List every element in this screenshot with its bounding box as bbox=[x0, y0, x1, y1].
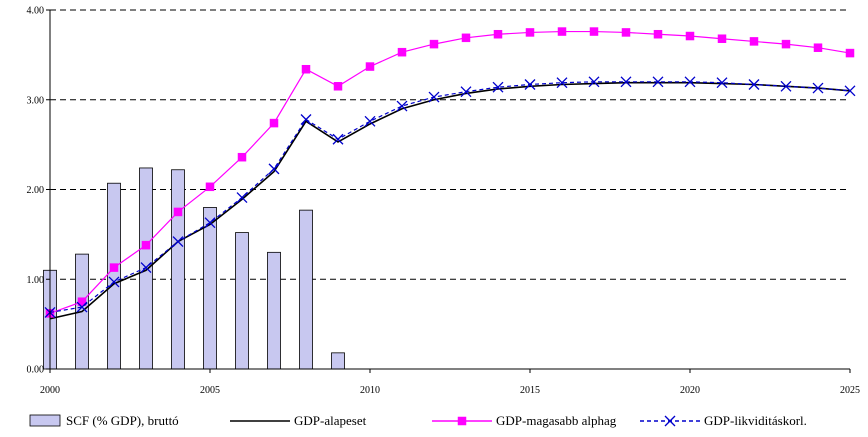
point-square bbox=[526, 28, 534, 36]
series-line bbox=[50, 82, 850, 313]
point-x bbox=[301, 114, 311, 124]
y-tick-label: 4.00 bbox=[27, 6, 45, 17]
point-x bbox=[685, 77, 695, 87]
point-square bbox=[654, 30, 662, 38]
x-tick-label: 2020 bbox=[680, 385, 700, 396]
point-square bbox=[430, 40, 438, 48]
series-line bbox=[50, 32, 850, 314]
point-x bbox=[665, 416, 675, 426]
x-tick-labels: 2000 2005 2010 2015 2020 2025 bbox=[40, 385, 860, 396]
point-square bbox=[718, 35, 726, 43]
bar bbox=[172, 170, 185, 369]
bar bbox=[236, 233, 249, 369]
legend-item: GDP-magasabb alphag bbox=[432, 413, 617, 428]
bar-series bbox=[44, 168, 345, 369]
legend-item: GDP-alapeset bbox=[230, 413, 367, 428]
point-square bbox=[458, 417, 466, 425]
x-tick-label: 2005 bbox=[200, 385, 220, 396]
point-square bbox=[494, 30, 502, 38]
point-square bbox=[846, 49, 854, 57]
x-tick-label: 2025 bbox=[840, 385, 860, 396]
y-tick-label: 2.00 bbox=[27, 185, 45, 196]
point-square bbox=[782, 40, 790, 48]
series-1 bbox=[46, 28, 854, 318]
bar bbox=[268, 252, 281, 369]
legend-item: GDP-likviditáskorl. bbox=[640, 413, 807, 428]
bar bbox=[204, 207, 217, 369]
point-x bbox=[237, 193, 247, 203]
series-0 bbox=[50, 83, 850, 319]
point-square bbox=[110, 264, 118, 272]
bar bbox=[332, 353, 345, 369]
point-square bbox=[462, 34, 470, 42]
y-tick-label: 3.00 bbox=[27, 95, 45, 106]
y-tick-label: 0.00 bbox=[27, 365, 45, 376]
legend-label: GDP-alapeset bbox=[294, 413, 367, 428]
legend-item: SCF (% GDP), bruttó bbox=[30, 413, 179, 428]
point-square bbox=[622, 28, 630, 36]
x-tick-label: 2000 bbox=[40, 385, 60, 396]
point-square bbox=[334, 82, 342, 90]
point-square bbox=[814, 44, 822, 52]
point-square bbox=[750, 37, 758, 45]
x-tick-label: 2015 bbox=[520, 385, 540, 396]
legend-label: GDP-magasabb alphag bbox=[496, 413, 617, 428]
point-square bbox=[398, 48, 406, 56]
point-square bbox=[366, 63, 374, 71]
point-square bbox=[302, 65, 310, 73]
y-tick-label: 1.00 bbox=[27, 275, 45, 286]
bar bbox=[300, 210, 313, 369]
line-series bbox=[45, 28, 855, 319]
axes bbox=[46, 10, 850, 373]
legend-label: SCF (% GDP), bruttó bbox=[66, 413, 179, 428]
point-x bbox=[461, 87, 471, 97]
point-square bbox=[142, 241, 150, 249]
point-x bbox=[525, 79, 535, 89]
bar bbox=[108, 183, 121, 369]
point-square bbox=[590, 28, 598, 36]
series-2 bbox=[45, 77, 855, 318]
point-square bbox=[270, 119, 278, 127]
legend: SCF (% GDP), bruttó GDP-alapeset GDP-magas… bbox=[30, 413, 807, 428]
point-square bbox=[686, 32, 694, 40]
point-x bbox=[589, 77, 599, 87]
series-line bbox=[50, 83, 850, 319]
y-tick-labels: 0.00 1.00 2.00 3.00 4.00 bbox=[27, 6, 45, 376]
point-square bbox=[206, 183, 214, 191]
point-square bbox=[174, 208, 182, 216]
point-square bbox=[558, 28, 566, 36]
x-tick-label: 2010 bbox=[360, 385, 380, 396]
gridlines bbox=[50, 10, 850, 279]
point-square bbox=[238, 153, 246, 161]
legend-label: GDP-likviditáskorl. bbox=[704, 413, 807, 428]
legend-swatch bbox=[30, 415, 60, 426]
